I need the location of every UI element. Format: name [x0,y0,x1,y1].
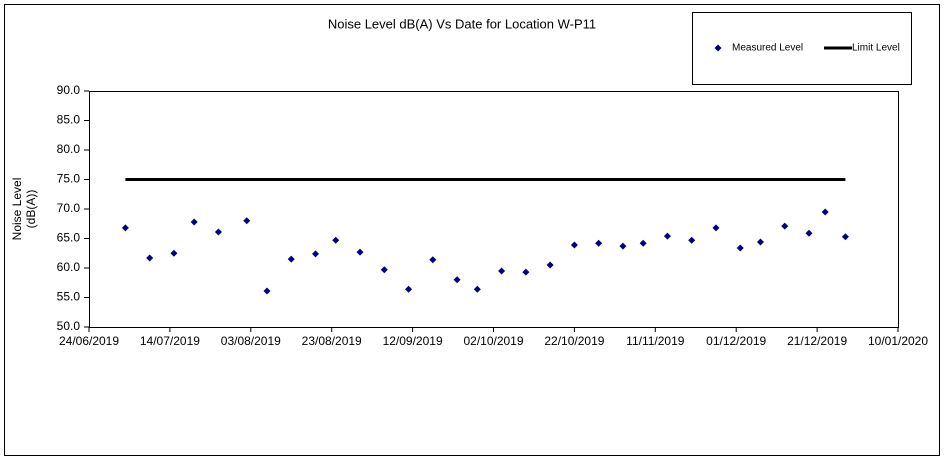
chart-title: Noise Level dB(A) Vs Date for Location W… [328,16,596,31]
data-point [841,233,849,241]
y-tick-label: 55.0 [57,290,81,304]
data-point [619,242,627,250]
x-tick-label: 10/01/2020 [868,334,928,348]
y-tick-label: 85.0 [57,113,81,127]
legend-label: Measured Level [732,43,803,54]
y-tick-label: 70.0 [57,201,81,215]
x-tick-label: 11/11/2019 [626,334,685,348]
y-axis-label: Noise Level (dB(A)) [10,178,38,241]
data-point [263,287,271,295]
data-point [781,222,789,230]
data-point [214,228,222,236]
y-tick-label: 60.0 [57,260,81,274]
legend-box [692,12,912,85]
x-tick-label: 01/12/2019 [706,334,766,348]
data-point [821,208,829,216]
x-tick-label: 23/08/2019 [302,334,362,348]
x-tick-label: 14/07/2019 [140,334,200,348]
data-point [712,224,720,232]
data-point [546,261,554,269]
data-point [121,224,129,232]
y-tick-label: 65.0 [57,231,81,245]
data-point [243,217,251,225]
data-point [570,241,578,249]
data-point [146,254,154,262]
x-tick-label: 24/06/2019 [59,334,119,348]
legend-label: Limit Level [852,43,900,54]
y-axis-label-line: (dB(A)) [24,190,38,229]
data-point [663,232,671,240]
data-point [453,276,461,284]
y-tick-label: 75.0 [57,172,81,186]
y-axis-label-line: Noise Level [10,178,24,241]
data-point [756,238,764,246]
data-point [332,236,340,244]
legend-swatch [714,44,722,52]
data-point [190,218,198,226]
x-tick-label: 21/12/2019 [787,334,847,348]
data-point [522,268,530,276]
y-tick-label: 50.0 [57,319,81,333]
data-point [639,239,647,247]
data-point [736,244,744,252]
data-point [498,267,506,275]
x-tick-label: 02/10/2019 [463,334,523,348]
data-point [429,256,437,264]
data-point [356,248,364,256]
x-tick-label: 22/10/2019 [544,334,604,348]
data-point [312,250,320,258]
data-point [170,249,178,257]
y-tick-label: 90.0 [57,83,81,97]
y-tick-label: 80.0 [57,142,81,156]
x-tick-label: 12/09/2019 [383,334,443,348]
data-point [688,236,696,244]
x-tick-label: 03/08/2019 [221,334,281,348]
data-point [595,239,603,247]
data-point [405,285,413,293]
data-point [380,266,388,274]
data-point [287,255,295,263]
data-point [805,229,813,237]
data-point [473,285,481,293]
